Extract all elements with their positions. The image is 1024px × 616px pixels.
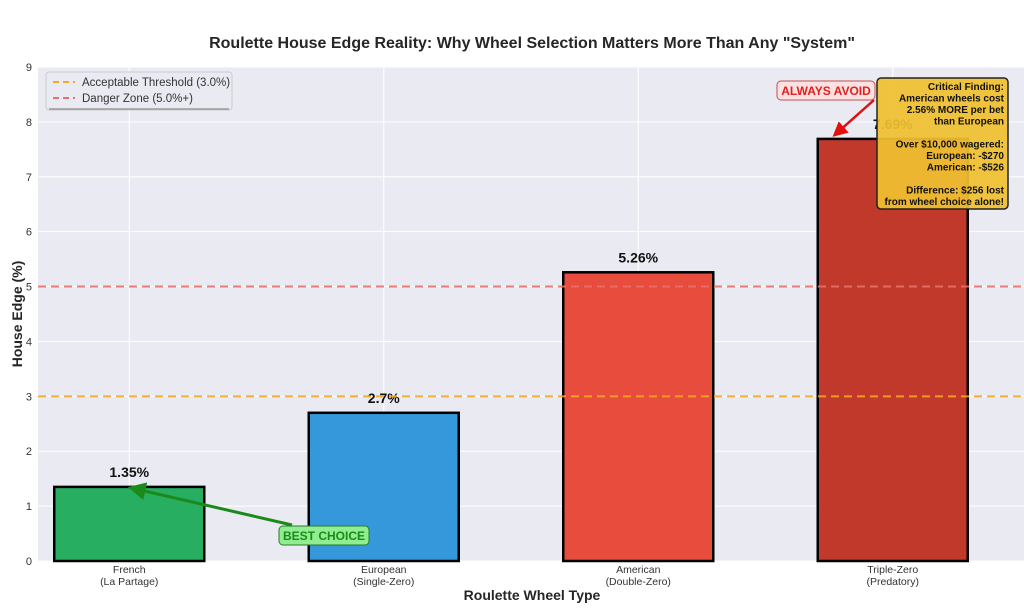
critical-finding-line: 2.56% MORE per bet bbox=[907, 105, 1005, 116]
x-tick-label: European (Single-Zero) bbox=[353, 564, 414, 588]
critical-finding-line: American: -$526 bbox=[927, 163, 1005, 174]
critical-finding-line: than European bbox=[934, 117, 1004, 128]
best-choice-label: BEST CHOICE bbox=[283, 529, 365, 543]
critical-finding-text: Critical Finding: American wheels cost 2.5… bbox=[885, 82, 1005, 208]
x-tick-label: Triple-Zero (Predatory) bbox=[866, 564, 919, 588]
critical-finding-line: European: -$270 bbox=[926, 151, 1004, 162]
y-tick-labels: 0 1 2 3 4 5 6 7 8 9 bbox=[26, 62, 32, 568]
y-tick-label: 7 bbox=[26, 172, 32, 184]
x-tick-label-line: European bbox=[361, 564, 407, 576]
bar-3 bbox=[562, 271, 715, 563]
x-tick-labels: French (La Partage) European (Single-Zero) A… bbox=[100, 564, 919, 588]
always-avoid-label: ALWAYS AVOID bbox=[781, 84, 871, 98]
y-tick-label: 4 bbox=[26, 336, 32, 348]
y-tick-label: 9 bbox=[26, 62, 32, 74]
bar-value-label: 5.26% bbox=[618, 249, 658, 265]
y-tick-label: 6 bbox=[26, 227, 32, 239]
best-choice-arrow bbox=[127, 482, 293, 527]
x-tick-label-line: (Predatory) bbox=[866, 576, 919, 588]
critical-finding-line: Over $10,000 wagered: bbox=[896, 140, 1004, 151]
always-avoid-arrow bbox=[832, 99, 875, 137]
critical-finding-line bbox=[1001, 174, 1004, 185]
annotations: BEST CHOICE ALWAYS AVOID Critical Finding:… bbox=[127, 77, 1009, 546]
bar-value-label: 1.35% bbox=[109, 464, 149, 480]
legend-box bbox=[45, 71, 233, 111]
y-axis-title: House Edge (%) bbox=[9, 261, 25, 368]
x-axis-title: Roulette Wheel Type bbox=[464, 587, 601, 603]
legend: Acceptable Threshold (3.0%) Danger Zone (… bbox=[45, 71, 233, 111]
y-tick-label: 0 bbox=[26, 556, 32, 568]
y-tick-label: 2 bbox=[26, 446, 32, 458]
x-tick-label-line: (Single-Zero) bbox=[353, 576, 414, 588]
legend-label: Acceptable Threshold (3.0%) bbox=[82, 77, 230, 89]
x-tick-label: American (Double-Zero) bbox=[606, 564, 671, 588]
gridlines bbox=[38, 66, 1024, 562]
bar-1 bbox=[53, 485, 206, 563]
critical-finding-line: Critical Finding: bbox=[928, 82, 1004, 93]
x-tick-label-line: French bbox=[113, 564, 146, 576]
best-choice-box bbox=[278, 525, 370, 546]
y-tick-label: 3 bbox=[26, 391, 32, 403]
x-tick-label: French (La Partage) bbox=[100, 564, 158, 588]
threshold-lines bbox=[38, 285, 1024, 398]
always-avoid-box bbox=[776, 80, 876, 101]
critical-finding-line bbox=[1001, 128, 1004, 139]
bar-value-label: 2.7% bbox=[368, 390, 400, 406]
legend-label: Danger Zone (5.0%+) bbox=[82, 93, 193, 105]
critical-finding-line: from wheel choice alone! bbox=[885, 197, 1004, 208]
critical-finding-line: Difference: $256 lost bbox=[906, 186, 1004, 197]
x-tick-label-line: (Double-Zero) bbox=[606, 576, 671, 588]
x-tick-label-line: American bbox=[616, 564, 661, 576]
x-tick-label-line: Triple-Zero bbox=[867, 564, 918, 576]
y-tick-label: 5 bbox=[26, 282, 32, 294]
y-tick-label: 1 bbox=[26, 501, 32, 513]
chart-title: Roulette House Edge Reality: Why Wheel S… bbox=[209, 35, 855, 52]
y-tick-label: 8 bbox=[26, 117, 32, 129]
critical-finding-box bbox=[876, 77, 1009, 210]
x-tick-label-line: (La Partage) bbox=[100, 576, 158, 588]
critical-finding-line: American wheels cost bbox=[899, 94, 1005, 105]
